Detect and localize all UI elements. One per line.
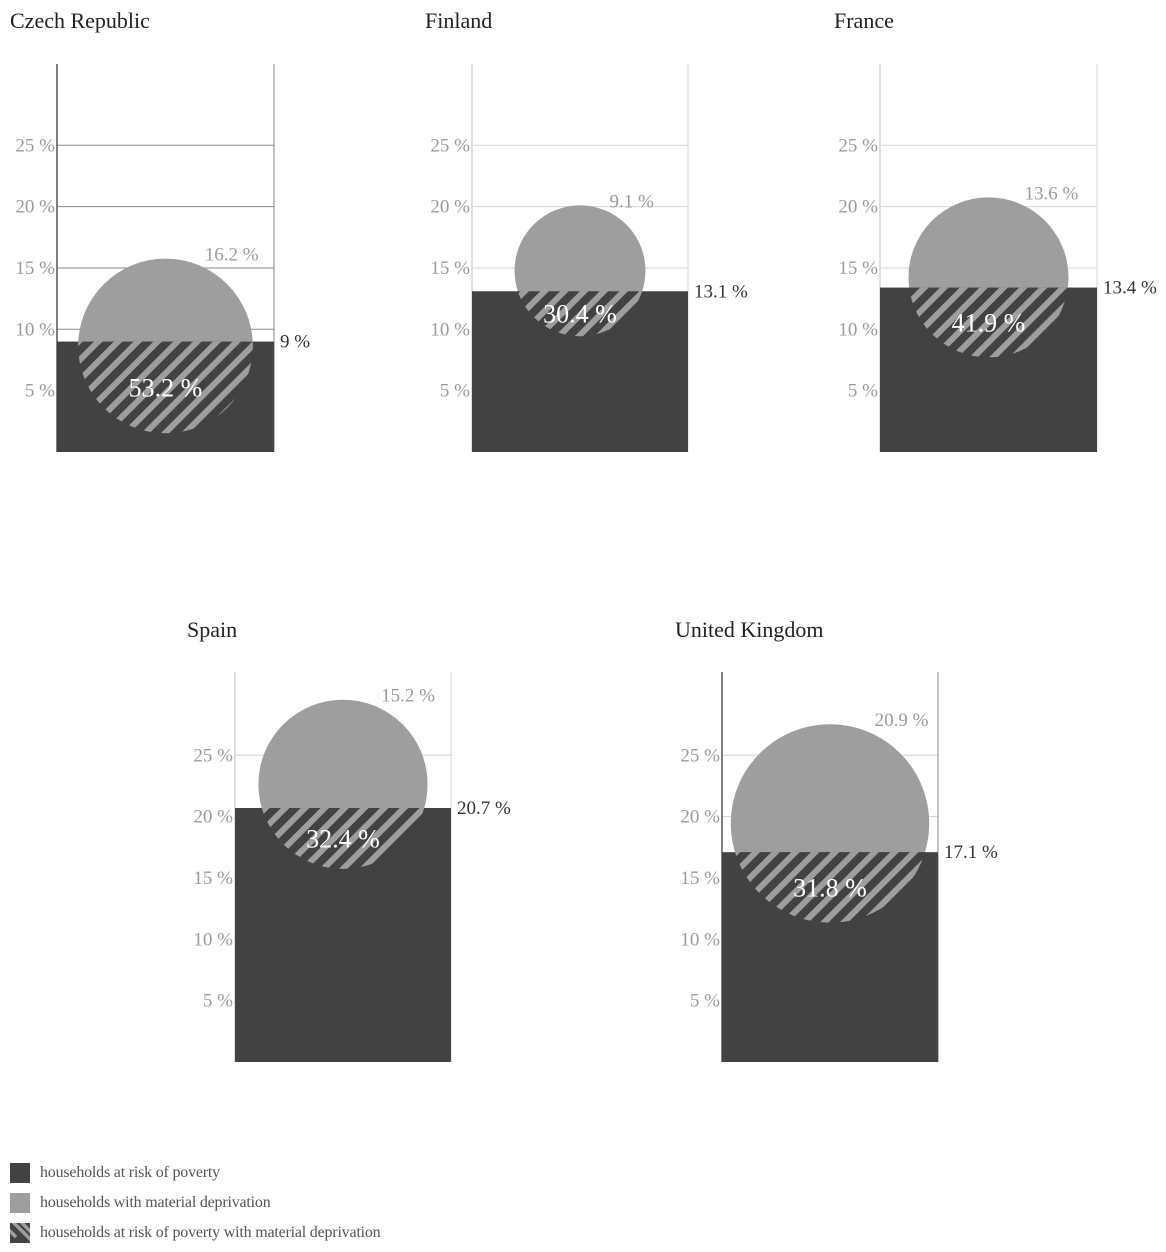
legend-swatch-risk [10, 1163, 30, 1183]
deprivation-circle [908, 197, 1069, 288]
overlap-hatched-segment [517, 291, 643, 337]
chart-title-france: France [834, 8, 894, 33]
chart-title-spain: Spain [187, 617, 237, 642]
deprivation-circle [730, 724, 930, 853]
overlap-value-label: 41.9 % [952, 308, 1026, 337]
y-tick-label: 20 % [838, 197, 878, 218]
y-tick-label: 25 % [430, 135, 470, 156]
y-tick-label: 25 % [193, 745, 233, 766]
chart-panel: France 25 % 20 % 15 % 10 % 5 % 13.6 % 13.4 % 41.… [834, 8, 1157, 452]
y-tick-label: 15 % [193, 868, 233, 889]
risk-value-label: 9 % [280, 332, 310, 353]
legend-swatch-deprivation [10, 1193, 30, 1213]
y-tick-label: 10 % [430, 319, 470, 340]
risk-value-label: 13.1 % [694, 281, 748, 302]
overlap-hatched-segment [78, 341, 253, 434]
y-tick-label: 25 % [680, 745, 720, 766]
overlap-hatched-segment [261, 808, 425, 869]
chart-canvas: Czech Republic 25 % 20 % 15 % 10 % 5 % 16.2 % 9… [10, 8, 1157, 1062]
risk-value-label: 13.4 % [1103, 278, 1157, 299]
legend-item-overlap: households at risk of poverty with mater… [10, 1218, 381, 1248]
y-tick-label: 5 % [848, 381, 878, 402]
y-tick-label: 15 % [838, 258, 878, 279]
deprivation-value-label: 13.6 % [1025, 183, 1079, 204]
y-tick-label: 5 % [440, 381, 470, 402]
risk-value-label: 17.1 % [944, 842, 998, 863]
y-tick-label: 15 % [430, 258, 470, 279]
deprivation-value-label: 16.2 % [205, 245, 259, 266]
chart-title-finland: Finland [425, 8, 492, 33]
y-tick-label: 20 % [15, 197, 55, 218]
legend-label-deprivation: households with material deprivation [40, 1194, 271, 1211]
legend-item-risk: households at risk of poverty [10, 1158, 380, 1188]
legend-item-deprivation: households with material deprivation [10, 1188, 380, 1218]
chart-panel: Czech Republic 25 % 20 % 15 % 10 % 5 % 16.2 % 9… [10, 8, 310, 452]
legend-swatch-overlap [10, 1223, 30, 1243]
chart-title-czech-republic: Czech Republic [10, 8, 150, 33]
overlap-hatched-segment [909, 287, 1068, 358]
deprivation-circle [514, 205, 646, 292]
legend-label-risk: households at risk of poverty [40, 1164, 220, 1181]
overlap-value-label: 53.2 % [129, 373, 203, 402]
y-tick-label: 25 % [15, 135, 55, 156]
y-tick-label: 15 % [15, 258, 55, 279]
y-tick-label: 20 % [430, 197, 470, 218]
y-tick-label: 15 % [680, 868, 720, 889]
y-tick-label: 20 % [680, 807, 720, 828]
legend: households at risk of poverty households… [10, 1158, 381, 1248]
y-tick-label: 5 % [25, 381, 55, 402]
overlap-value-label: 30.4 % [543, 300, 617, 329]
deprivation-circle [258, 699, 428, 809]
y-tick-label: 10 % [680, 929, 720, 950]
deprivation-circle [78, 258, 253, 342]
y-tick-label: 25 % [838, 135, 878, 156]
y-tick-label: 20 % [193, 807, 233, 828]
deprivation-value-label: 9.1 % [609, 191, 654, 212]
chart-panel: Spain 25 % 20 % 15 % 10 % 5 % 15.2 % 20.7 % 32.4… [187, 617, 511, 1062]
y-tick-label: 10 % [193, 929, 233, 950]
chart-panel: Finland 25 % 20 % 15 % 10 % 5 % 9.1 % 13.1 % 30.… [425, 8, 748, 452]
overlap-hatched-segment [735, 852, 925, 923]
y-tick-label: 5 % [203, 991, 233, 1012]
overlap-value-label: 32.4 % [306, 824, 380, 853]
deprivation-value-label: 15.2 % [381, 686, 435, 707]
legend-label-overlap: households at risk of poverty with mater… [40, 1224, 381, 1241]
chart-title-united-kingdom: United Kingdom [675, 617, 824, 642]
deprivation-value-label: 20.9 % [875, 710, 929, 731]
y-tick-label: 5 % [690, 991, 720, 1012]
chart-panel: United Kingdom 25 % 20 % 15 % 10 % 5 % 20.9 % 1… [675, 617, 998, 1062]
overlap-value-label: 31.8 % [793, 873, 867, 902]
y-tick-label: 10 % [15, 319, 55, 340]
risk-value-label: 20.7 % [457, 798, 511, 819]
y-tick-label: 10 % [838, 319, 878, 340]
